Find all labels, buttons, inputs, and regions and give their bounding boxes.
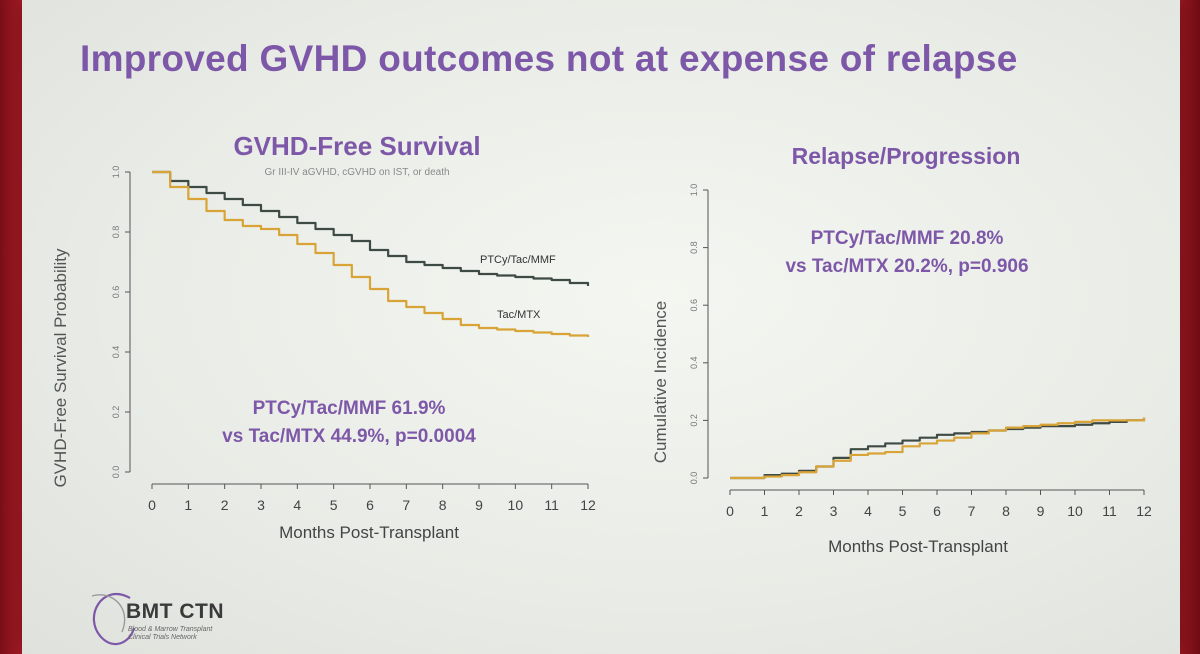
logo-name: BMT CTN: [126, 600, 224, 623]
annotation-line-1: PTCy/Tac/MMF 61.9%: [253, 398, 446, 419]
slide: Improved GVHD outcomes not at expense of…: [22, 0, 1180, 654]
series-line-ptcy-tac-mmf: [152, 170, 590, 286]
x-tick-label: 11: [1102, 503, 1117, 519]
chart-subtitle: Gr III-IV aGVHD, cGVHD on IST, or death: [264, 167, 449, 178]
x-tick-label: 1: [761, 503, 769, 519]
y-tick-label: 0.0: [689, 472, 699, 485]
series-label-ptcy: PTCy/Tac/MMF: [480, 254, 556, 266]
x-tick-label: 5: [899, 503, 907, 519]
logo-swoosh-icon: [91, 592, 136, 646]
x-tick-label: 12: [580, 497, 596, 513]
chart-title: Relapse/Progression: [792, 143, 1021, 169]
logo-subtitle-line-1: Blood & Marrow Transplant: [128, 626, 213, 633]
x-tick-label: 3: [830, 503, 838, 519]
x-tick-label: 9: [475, 497, 483, 513]
x-tick-label: 9: [1037, 503, 1045, 519]
x-tick-label: 12: [1136, 503, 1152, 519]
x-tick-label: 10: [1067, 503, 1083, 519]
series-lines: [730, 417, 1146, 480]
chart-title: GVHD-Free Survival: [233, 131, 480, 161]
logo-subtitle: Blood & Marrow Transplant Clinical Trial…: [128, 626, 298, 642]
y-tick-label: 0.0: [111, 466, 121, 479]
series-line-ptcy-tac-mmf: [730, 417, 1146, 480]
x-tick-label: 5: [330, 497, 338, 513]
y-tick-label: 1.0: [689, 184, 699, 197]
y-tick-label: 0.8: [689, 241, 699, 254]
logo-subtitle-line-2: Clinical Trials Network: [128, 634, 197, 641]
series-lines: [152, 170, 590, 337]
y-tick-label: 0.6: [111, 286, 121, 299]
annotation-line-2: vs Tac/MTX 44.9%, p=0.0004: [222, 426, 476, 447]
axes: 0 1 2 3 4 5 6 7 8 9 10 11 120.00.20.40.60.81.0: [689, 184, 1152, 519]
series-line-tac-mtx: [152, 170, 590, 337]
annotation-line-1: PTCy/Tac/MMF 20.8%: [811, 228, 1004, 249]
x-tick-label: 4: [864, 503, 872, 519]
y-tick-label: 0.2: [689, 414, 699, 427]
x-tick-label: 2: [221, 497, 229, 513]
slide-title: Improved GVHD outcomes not at expense of…: [80, 38, 1018, 79]
x-tick-label: 7: [402, 497, 410, 513]
x-tick-label: 6: [933, 503, 941, 519]
x-axis-label: Months Post-Transplant: [279, 523, 459, 542]
relapse-progression-chart: Relapse/Progression Cumulative Incidence…: [651, 143, 1152, 556]
bmt-ctn-logo: BMT CTN Blood & Marrow Transplant Clinic…: [82, 588, 322, 654]
series-line-tac-mtx: [730, 417, 1146, 480]
y-tick-label: 0.8: [111, 226, 121, 239]
x-tick-label: 8: [439, 497, 447, 513]
annotation-line-2: vs Tac/MTX 20.2%, p=0.906: [785, 256, 1028, 277]
x-tick-label: 0: [148, 497, 156, 513]
x-tick-label: 8: [1002, 503, 1010, 519]
y-axis-label: GVHD-Free Survival Probability: [51, 248, 70, 488]
gvhd-free-survival-chart: GVHD-Free Survival Gr III-IV aGVHD, cGVH…: [51, 131, 596, 542]
x-tick-label: 1: [184, 497, 192, 513]
y-tick-label: 0.6: [689, 299, 699, 312]
series-label-tac: Tac/MTX: [497, 309, 541, 321]
y-tick-label: 0.2: [111, 406, 121, 419]
y-tick-label: 1.0: [111, 166, 121, 179]
x-tick-label: 6: [366, 497, 374, 513]
axes: 0 1 2 3 4 5 6 7 8 9 10 11 120.00.20.40.60.81.0: [111, 166, 596, 513]
x-tick-label: 0: [726, 503, 734, 519]
x-tick-label: 2: [795, 503, 803, 519]
x-tick-label: 10: [508, 497, 524, 513]
x-axis-label: Months Post-Transplant: [828, 537, 1008, 556]
x-tick-label: 4: [293, 497, 301, 513]
y-tick-label: 0.4: [111, 346, 121, 359]
y-axis-label: Cumulative Incidence: [651, 301, 670, 464]
x-tick-label: 11: [544, 497, 559, 513]
x-tick-label: 3: [257, 497, 265, 513]
y-tick-label: 0.4: [689, 357, 699, 370]
x-tick-label: 7: [968, 503, 976, 519]
